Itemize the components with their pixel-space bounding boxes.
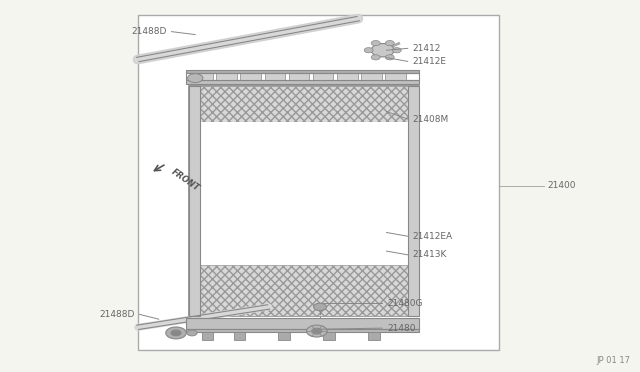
Circle shape	[371, 55, 380, 60]
Text: 21412E: 21412E	[413, 57, 447, 66]
Bar	[323, 332, 335, 340]
Bar	[289, 73, 309, 80]
Bar	[189, 86, 200, 316]
Circle shape	[385, 41, 394, 46]
Bar	[361, 73, 382, 80]
Circle shape	[307, 325, 327, 337]
Bar	[200, 122, 408, 266]
Bar	[202, 332, 213, 340]
Text: FRONT: FRONT	[170, 167, 201, 193]
Circle shape	[187, 330, 197, 336]
Bar	[234, 332, 245, 340]
Text: 21480: 21480	[387, 324, 416, 333]
Text: 21488D: 21488D	[131, 27, 166, 36]
Bar	[278, 332, 290, 340]
Circle shape	[171, 330, 181, 336]
Bar	[186, 318, 419, 329]
Text: 21413K: 21413K	[413, 250, 447, 259]
Circle shape	[314, 303, 326, 311]
Bar	[186, 73, 419, 80]
Bar	[264, 73, 285, 80]
Bar	[189, 86, 419, 316]
Bar	[385, 73, 406, 80]
Circle shape	[312, 328, 322, 334]
Bar	[368, 332, 380, 340]
Circle shape	[371, 44, 394, 57]
Circle shape	[364, 48, 373, 53]
Bar	[200, 86, 408, 122]
Bar	[186, 70, 419, 73]
Bar	[138, 15, 499, 350]
Circle shape	[166, 327, 186, 339]
Text: 21400: 21400	[547, 182, 576, 190]
Bar	[186, 80, 419, 84]
Bar	[408, 86, 419, 316]
Bar	[241, 73, 261, 80]
Bar	[186, 329, 419, 332]
Circle shape	[385, 55, 394, 60]
Text: 21408M: 21408M	[413, 115, 449, 124]
Circle shape	[188, 74, 203, 83]
Bar	[313, 73, 333, 80]
Text: 21412EA: 21412EA	[413, 232, 453, 241]
Bar	[216, 73, 237, 80]
Bar	[192, 73, 212, 80]
Circle shape	[371, 41, 380, 46]
Bar	[337, 73, 358, 80]
Text: 21488D: 21488D	[99, 310, 134, 319]
Text: JP 01 17: JP 01 17	[596, 356, 630, 365]
Text: 21480G: 21480G	[387, 299, 422, 308]
Text: 21412: 21412	[413, 44, 441, 53]
Circle shape	[392, 48, 401, 53]
Bar	[200, 266, 408, 316]
